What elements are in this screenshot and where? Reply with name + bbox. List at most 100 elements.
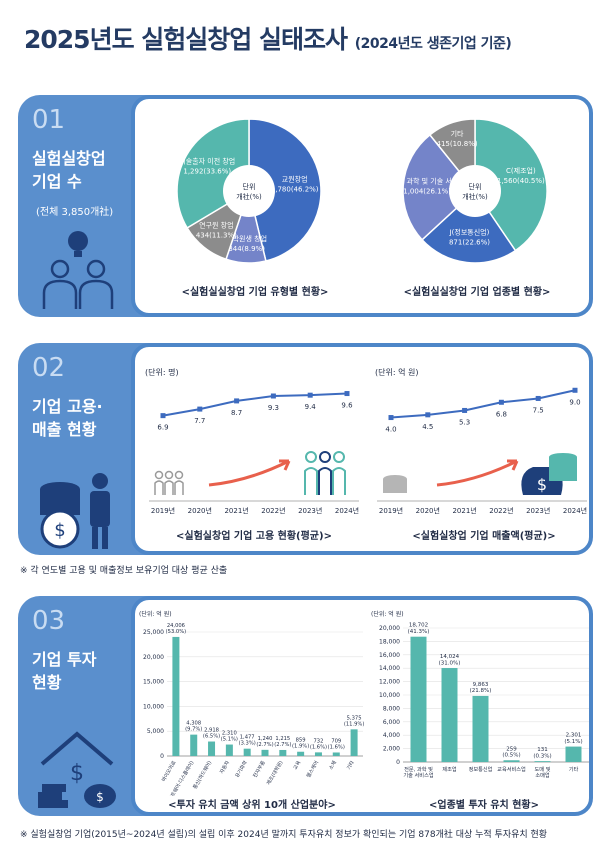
trend-arrow-head-icon: [279, 459, 291, 471]
line-x-tick-label: 2021년: [452, 506, 476, 515]
pie-slice-name: 대학원생 창업: [226, 234, 267, 243]
employ-unit: (단위: 명): [145, 368, 179, 377]
pie-center-unit-2: 개社(%): [462, 192, 488, 201]
line-series: [390, 389, 576, 419]
pie-slice-name: C(제조업): [506, 167, 536, 175]
pie-slice: [402, 133, 477, 241]
pie-slice: [248, 118, 322, 262]
line-point: [197, 406, 203, 412]
bar-x-tick-label: 기타: [345, 759, 356, 771]
svg-text:$: $: [70, 761, 84, 786]
pie-slice-name: 연구원 창업: [199, 220, 233, 229]
line-point-label: 6.8: [496, 410, 507, 418]
bar-x-tick-label: 제조(대학원): [265, 759, 285, 786]
line-x-tick-label: 2024년: [335, 506, 359, 515]
money-businessman-icon: $: [40, 473, 110, 549]
bar-x-tick-label: 제조업: [442, 765, 457, 773]
bar-x-tick-label: 교육서비스업: [497, 765, 526, 773]
line-x-tick-label: 2022년: [489, 506, 513, 515]
line-series: [162, 392, 348, 417]
bar-y-tick-label: 18,000: [379, 638, 400, 645]
line-point-label: 9.6: [341, 402, 353, 410]
line-point: [388, 415, 394, 421]
line-x-tick-label: 2020년: [188, 506, 212, 515]
line-point-label: 9.3: [268, 404, 279, 412]
bar-x-tick-label: 자동차: [218, 759, 231, 775]
pie-type-caption: <실험실실창업 기업 유형별 현황>: [181, 287, 329, 298]
line-x-tick-label: 2019년: [151, 506, 175, 515]
line-x-tick-label: 2024년: [563, 506, 587, 515]
bar-y-tick-label: 14,000: [379, 665, 400, 672]
line-point-label: 9.4: [305, 403, 317, 411]
bar: [472, 695, 489, 762]
bar: [297, 751, 305, 756]
pie-center-unit-1: 단위: [469, 182, 482, 191]
line-point: [425, 412, 431, 418]
bar-x-tick-label: 기타: [569, 765, 579, 773]
pie-slice-name: J(정보통신업): [449, 228, 490, 237]
bar-x-tick-label: 유기화학: [234, 759, 249, 779]
bar-y-tick-label: 0: [396, 759, 400, 766]
pie-industry-caption: <실험실실창업 기업 업종별 현황>: [403, 287, 551, 298]
bar-y-tick-label: 10,000: [379, 692, 400, 699]
bar-y-tick-label: 8,000: [383, 705, 400, 712]
pie-slice-value: 1,004(26.1%): [403, 187, 451, 195]
bar-data-label: 859 (1.9%): [292, 738, 309, 750]
bar-x-tick-label: 전문, 과학 및 기술 서비스업: [403, 765, 434, 779]
section-1-label-1: 실험실창업: [32, 149, 106, 168]
line-x-tick-label: 2022년: [261, 506, 285, 515]
line-point: [270, 393, 276, 399]
bar: [565, 746, 582, 762]
pie-slice-value: 344(8.9%): [228, 245, 265, 253]
pie-center-unit-2: 개社(%): [236, 192, 262, 201]
bar-data-label: 9,863 (21.8%): [470, 682, 492, 694]
bar: [279, 749, 287, 756]
money-gray-icon: [383, 475, 407, 493]
pie-slice-value: 415(10.8%): [437, 140, 478, 148]
trend-arrow-icon: [208, 459, 290, 487]
line-point-label: 6.9: [157, 424, 168, 432]
bar-chart-by-industry: (단위: 억 원) 0 2,000 4,000 6,000 8,000 10,000 12,0…: [371, 610, 589, 779]
bar-data-label: 2,301 (5.1%): [564, 733, 582, 745]
section-1-band: 01 실험실창업 기업 수 (전체 3,850개社) 교원창업 1,780(46.…: [18, 95, 593, 317]
line-point: [344, 391, 350, 397]
line-x-tick-label: 2020년: [416, 506, 440, 515]
bar-y-tick-label: 20,000: [143, 654, 164, 661]
bar-y-tick-label: 0: [160, 753, 164, 760]
bar-data-label: 1,477 (3.3%): [239, 735, 256, 747]
pie-slice-name: M(전문, 과학 및 기술 서비스업): [395, 176, 474, 185]
line-point: [498, 399, 504, 405]
line-point-label: 8.7: [231, 409, 242, 417]
bar-data-label: 14,024 (31.0%): [439, 654, 461, 666]
pie-center-unit-1: 단위: [243, 182, 256, 191]
bar: [172, 636, 180, 756]
page-title-sub: (2024년도 생존기업 기준): [354, 36, 512, 52]
people-gray-icon: [154, 470, 184, 495]
line-point: [462, 407, 468, 413]
sales-caption: <실험실창업 기업 매출액(평균)>: [412, 531, 556, 542]
pie-slice: [474, 118, 548, 252]
section-1-label-2: 기업 수: [32, 172, 82, 191]
bar-unit: (단위: 억 원): [139, 610, 172, 618]
line-point-label: 5.3: [459, 418, 470, 426]
bar: [190, 734, 198, 756]
people-group-icon: [304, 451, 346, 495]
bar-data-label: 5,375 (11.9%): [344, 715, 365, 727]
section-2-panel: (단위: 명) (단위: 억 원) 6.9 7.7 8.7 9.3 9.4 9.6 2019…: [131, 343, 593, 555]
bar: [350, 729, 358, 756]
bar: [243, 748, 251, 756]
bar-y-tick-label: 4,000: [383, 732, 400, 739]
bar-x-tick-label: 전자부품: [251, 759, 266, 779]
money-bag-icon: $: [521, 453, 577, 495]
investment-house-icon: $ $: [38, 731, 116, 808]
line-chart-employment: 6.9 7.7 8.7 9.3 9.4 9.6 2019년 2020년 2021년 2022년 20…: [149, 391, 359, 515]
line-point-label: 4.0: [385, 426, 396, 434]
line-point: [234, 398, 240, 404]
section-2-note: ※ 각 연도별 고용 및 매출정보 보유기업 대상 평균 산출: [20, 566, 228, 576]
bar: [261, 749, 269, 756]
pie-slice-value: 1,560(40.5%): [497, 177, 545, 185]
section-3-number: 03: [32, 606, 66, 636]
pie-slice-value: 871(22.6%): [449, 239, 490, 247]
line-point: [160, 413, 166, 419]
line-point: [535, 395, 541, 401]
